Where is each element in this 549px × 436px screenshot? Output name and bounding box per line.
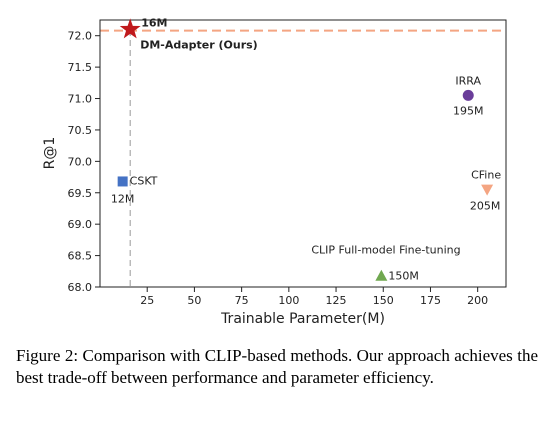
- point-param-label: 16M: [141, 16, 167, 29]
- x-tick-label: 125: [326, 294, 347, 307]
- y-axis-title: R@1: [42, 137, 58, 170]
- point-clip-full-model-fine-tuning: [375, 269, 388, 281]
- x-tick-label: 150: [373, 294, 394, 307]
- x-tick-label: 200: [467, 294, 488, 307]
- reference-lines: [100, 20, 506, 287]
- x-axis-title: Trainable Parameter(M): [220, 311, 385, 327]
- x-tick-label: 175: [420, 294, 441, 307]
- point-name-label: DM-Adapter (Ours): [140, 38, 258, 51]
- y-tick-label: 68.5: [68, 250, 93, 263]
- y-tick-label: 70.5: [68, 124, 93, 137]
- x-axis-ticks: 25 50 75 100 125 150 175 200: [140, 287, 488, 307]
- point-name-label: CFine: [471, 169, 501, 182]
- y-tick-label: 70.0: [68, 155, 93, 168]
- x-tick-label: 100: [278, 294, 299, 307]
- y-tick-label: 72.0: [68, 30, 93, 43]
- point-param-label: 195M: [453, 104, 484, 117]
- point-name-label: IRRA: [455, 74, 481, 87]
- y-tick-label: 71.0: [68, 93, 93, 106]
- point-cfine: [481, 184, 494, 196]
- x-tick-label: 75: [235, 294, 249, 307]
- x-tick-label: 25: [140, 294, 154, 307]
- point-irra: [462, 89, 474, 101]
- point-param-label: 12M: [111, 192, 135, 205]
- y-tick-label: 69.5: [68, 187, 93, 200]
- point-name-label: CSKT: [130, 174, 158, 187]
- y-tick-label: 69.0: [68, 218, 93, 231]
- y-axis-ticks: 68.0 68.5 69.0 69.5 70.0 70.5 71.0 71.5 72.0: [68, 30, 100, 294]
- y-tick-label: 68.0: [68, 281, 93, 294]
- scatter-chart: 25 50 75 100 125 150 175 200 68.0 68.5 69.0 69.5 70…: [42, 16, 507, 327]
- y-tick-label: 71.5: [68, 61, 93, 74]
- plot-frame: [99, 19, 507, 288]
- point-name-label: CLIP Full-model Fine-tuning: [311, 244, 460, 257]
- x-tick-label: 50: [187, 294, 201, 307]
- point-cskt: [117, 176, 128, 187]
- point-dm-adapter-ours: [119, 18, 141, 39]
- data-points: 16M DM-Adapter (Ours) IRRA 195M CSKT 12M CFine…: [111, 16, 501, 282]
- figure-caption: Figure 2: Comparison with CLIP-based met…: [16, 346, 538, 387]
- point-param-label: 150M: [388, 270, 419, 283]
- point-param-label: 205M: [470, 200, 501, 213]
